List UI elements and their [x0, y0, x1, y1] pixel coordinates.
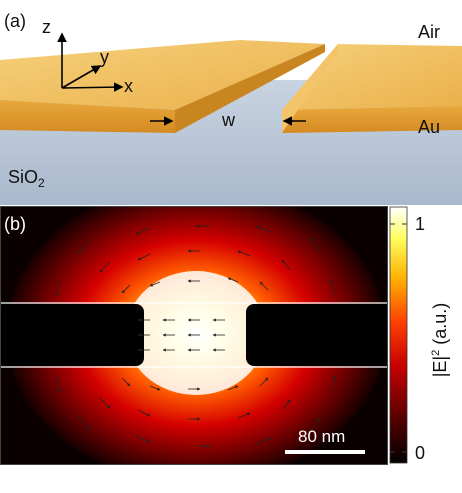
colorbar	[389, 206, 408, 464]
colorbar-title-sup: 2	[430, 349, 442, 356]
left-gold-film-top	[0, 40, 325, 110]
field-map-frame	[0, 206, 388, 465]
axis-y-label: y	[100, 47, 109, 67]
right-gold-film-front	[282, 106, 462, 133]
field-glow-inner	[126, 271, 266, 395]
right-gold-film-edge	[282, 44, 338, 133]
panel-a-schematic	[0, 32, 462, 205]
scalebar-label: 80 nm	[298, 427, 346, 446]
colorbar-ticks	[390, 223, 407, 453]
sio2-label-main: SiO	[8, 167, 39, 187]
sio2-label: SiO2	[8, 167, 45, 189]
sio2-label-sub: 2	[38, 176, 45, 190]
left-gold-film-front	[0, 100, 175, 133]
gap-width-label: w	[222, 110, 235, 130]
colorbar-title: |E|2 (a.u.)	[430, 302, 450, 378]
colorbar-title-main: |E|	[430, 355, 450, 378]
field-vector-arrows	[55, 224, 336, 448]
panel-a-label: (a)	[4, 11, 26, 31]
scale-bar	[285, 450, 365, 454]
colorbar-min-label: 0	[415, 443, 426, 463]
air-label: Air	[418, 22, 440, 42]
coordinate-axes	[57, 32, 124, 92]
left-gold-film-edge	[175, 44, 325, 133]
colorbar-title-unit: (a.u.)	[430, 302, 450, 350]
au-label: Au	[418, 117, 441, 137]
panel-b-label: (b)	[4, 214, 26, 234]
axis-z-label: z	[42, 17, 51, 37]
left-gold-cross-section	[0, 304, 144, 366]
colorbar-max-label: 1	[415, 214, 426, 234]
axis-x-label: x	[124, 76, 133, 96]
panel-b-field-map	[0, 206, 388, 465]
right-gold-cross-section	[246, 304, 388, 366]
